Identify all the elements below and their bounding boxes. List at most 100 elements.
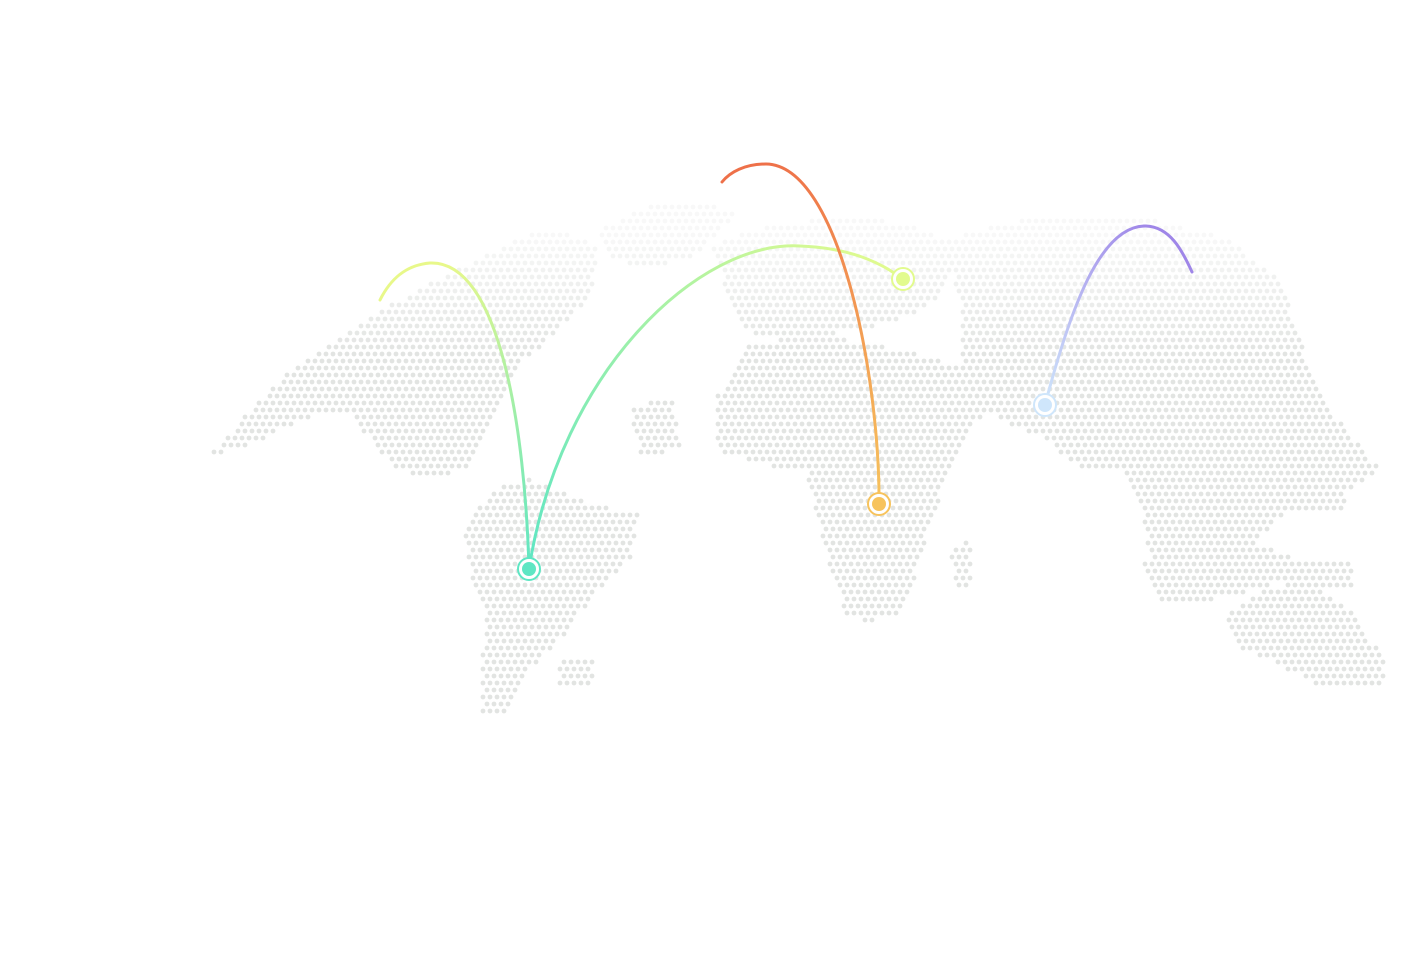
land-dot xyxy=(998,232,1004,238)
land-dot xyxy=(1166,372,1172,378)
land-dot xyxy=(1261,267,1267,273)
land-dot xyxy=(519,505,525,511)
land-dot xyxy=(893,414,899,420)
land-dot xyxy=(799,253,805,259)
land-dot xyxy=(823,344,829,350)
land-dot xyxy=(746,442,752,448)
land-dot xyxy=(501,554,507,560)
land-dot xyxy=(592,526,598,532)
land-dot xyxy=(872,470,878,476)
land-dot xyxy=(1156,295,1162,301)
land-dot xyxy=(1222,526,1228,532)
land-dot xyxy=(1051,323,1057,329)
land-dot xyxy=(907,260,913,266)
land-dot xyxy=(1163,309,1169,315)
land-dot xyxy=(1299,568,1305,574)
land-dot xyxy=(1044,365,1050,371)
land-dot xyxy=(575,589,581,595)
land-dot xyxy=(1117,316,1123,322)
land-dot xyxy=(1110,400,1116,406)
land-dot xyxy=(785,225,791,231)
land-dot xyxy=(1173,582,1179,588)
land-dot xyxy=(1268,561,1274,567)
land-dot xyxy=(977,316,983,322)
land-dot xyxy=(1124,288,1130,294)
land-dot xyxy=(1054,218,1060,224)
land-dot xyxy=(624,533,630,539)
land-dot xyxy=(680,253,686,259)
land-dot xyxy=(1341,582,1347,588)
land-dot xyxy=(928,288,934,294)
land-dot xyxy=(1187,470,1193,476)
land-dot xyxy=(760,358,766,364)
land-dot xyxy=(1338,505,1344,511)
land-dot xyxy=(918,365,924,371)
land-dot xyxy=(319,400,325,406)
land-dot xyxy=(1198,295,1204,301)
land-dot xyxy=(1065,379,1071,385)
land-dot xyxy=(928,400,934,406)
land-dot xyxy=(872,288,878,294)
land-dot xyxy=(1278,344,1284,350)
land-dot xyxy=(666,225,672,231)
land-dot xyxy=(1023,253,1029,259)
land-dot xyxy=(1194,526,1200,532)
land-dot xyxy=(879,456,885,462)
land-dot xyxy=(1107,351,1113,357)
land-dot xyxy=(1142,267,1148,273)
land-dot xyxy=(319,386,325,392)
land-dot xyxy=(396,372,402,378)
land-dot xyxy=(1110,344,1116,350)
land-dot xyxy=(403,456,409,462)
land-dot xyxy=(480,428,486,434)
land-dot xyxy=(1254,379,1260,385)
land-dot xyxy=(925,365,931,371)
land-dot xyxy=(1254,295,1260,301)
land-dot xyxy=(918,295,924,301)
land-dot xyxy=(1138,456,1144,462)
land-dot xyxy=(529,274,535,280)
land-dot xyxy=(746,260,752,266)
land-dot xyxy=(1187,358,1193,364)
land-dot xyxy=(631,239,637,245)
land-dot xyxy=(1208,470,1214,476)
land-dot xyxy=(1058,365,1064,371)
land-dot xyxy=(466,400,472,406)
land-dot xyxy=(540,561,546,567)
land-dot xyxy=(1215,400,1221,406)
land-dot xyxy=(620,512,626,518)
land-dot xyxy=(781,428,787,434)
land-dot xyxy=(477,547,483,553)
land-dot xyxy=(1170,225,1176,231)
land-dot xyxy=(1079,379,1085,385)
land-dot xyxy=(487,260,493,266)
land-dot xyxy=(848,463,854,469)
land-dot xyxy=(760,386,766,392)
land-dot xyxy=(550,540,556,546)
land-dot xyxy=(564,260,570,266)
land-dot xyxy=(1194,428,1200,434)
land-dot xyxy=(1096,344,1102,350)
land-dot xyxy=(1278,386,1284,392)
land-dot xyxy=(1089,414,1095,420)
land-dot xyxy=(571,554,577,560)
land-dot xyxy=(529,498,535,504)
land-dot xyxy=(575,561,581,567)
land-dot xyxy=(505,533,511,539)
land-dot xyxy=(837,302,843,308)
land-dot xyxy=(1324,421,1330,427)
land-dot xyxy=(1264,624,1270,630)
land-dot xyxy=(442,351,448,357)
land-dot xyxy=(344,393,350,399)
land-dot xyxy=(963,232,969,238)
land-dot xyxy=(848,491,854,497)
land-dot xyxy=(1124,274,1130,280)
land-dot xyxy=(760,414,766,420)
land-dot xyxy=(757,407,763,413)
land-dot xyxy=(585,568,591,574)
land-dot xyxy=(1051,281,1057,287)
land-dot xyxy=(442,337,448,343)
land-dot xyxy=(855,449,861,455)
land-dot xyxy=(911,309,917,315)
land-dot xyxy=(1264,372,1270,378)
